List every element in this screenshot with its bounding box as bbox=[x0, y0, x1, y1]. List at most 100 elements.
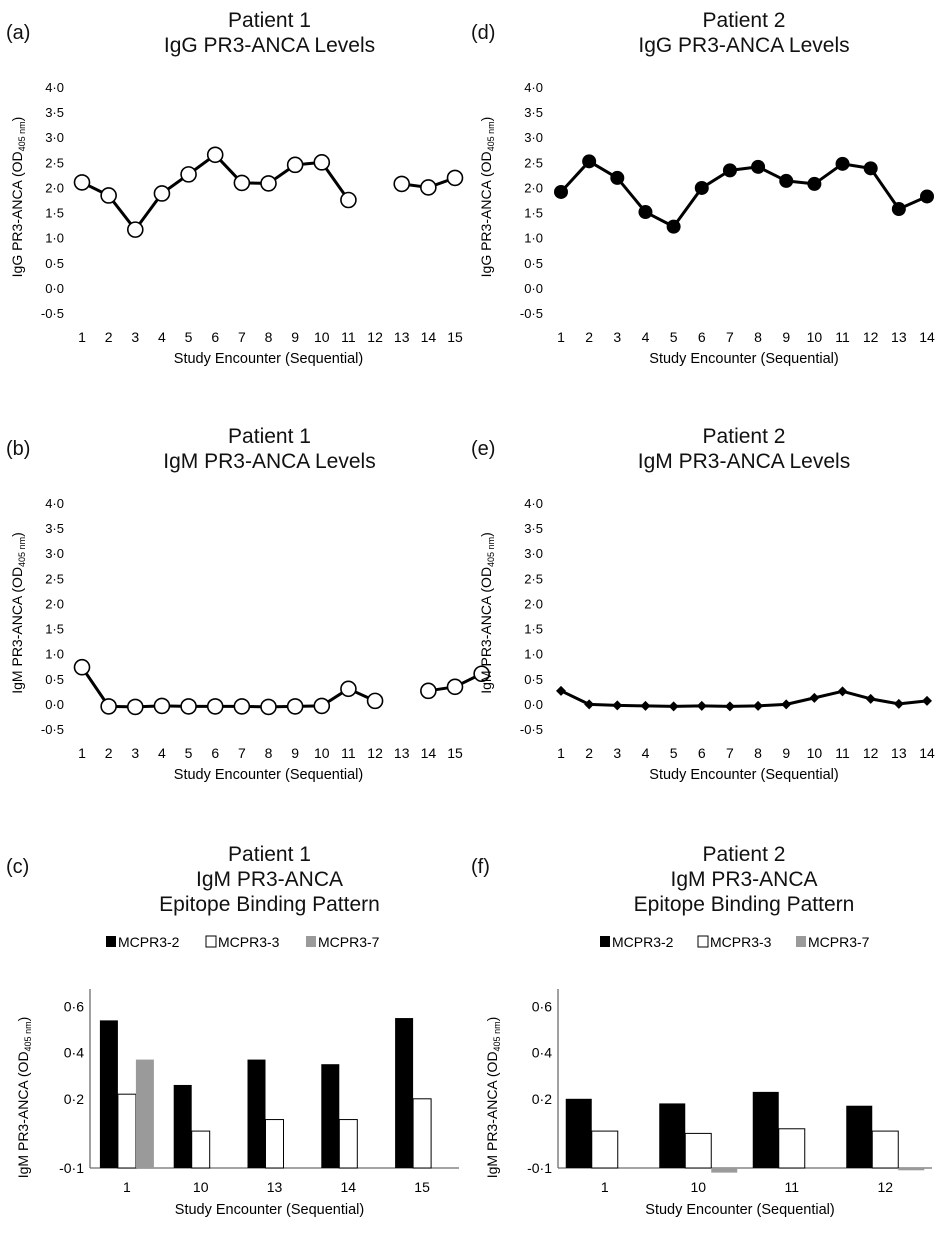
bar bbox=[265, 1119, 284, 1169]
x-tick-label: 5 bbox=[670, 329, 678, 345]
x-tick-label: 8 bbox=[265, 329, 273, 345]
y-tick-label: 0·0 bbox=[524, 281, 543, 296]
y-tick-label: 3·0 bbox=[45, 546, 64, 561]
y-tick-label: 4·0 bbox=[524, 496, 543, 511]
data-point bbox=[420, 179, 437, 196]
y-tick-label: 3·5 bbox=[45, 521, 64, 536]
x-tick-label: 8 bbox=[754, 745, 762, 761]
x-tick-label: 13 bbox=[891, 329, 907, 345]
x-tick-label: 7 bbox=[238, 329, 246, 345]
y-axis-label-subscript: 405 nm bbox=[486, 537, 496, 567]
y-axis-label-main: IgM PR3-ANCA (OD bbox=[15, 1051, 31, 1178]
bar bbox=[846, 1105, 873, 1168]
data-point bbox=[694, 180, 709, 195]
x-tick-label: 3 bbox=[613, 745, 621, 761]
line-chart: -0·50·00·51·01·52·02·53·03·54·01 2 3 4 5 6 7 8 9… bbox=[9, 80, 464, 367]
x-axis-label: Study Encounter (Sequential) bbox=[649, 767, 838, 783]
y-tick-label: 0·0 bbox=[45, 697, 64, 712]
data-point bbox=[473, 665, 490, 683]
data-point bbox=[313, 154, 331, 171]
y-tick-label: 1·0 bbox=[524, 231, 543, 246]
data-point bbox=[420, 682, 437, 700]
bar bbox=[684, 1132, 712, 1169]
y-axis-label-main: IgG PR3-ANCA (OD bbox=[9, 151, 25, 277]
legend-swatch bbox=[600, 936, 610, 947]
bar bbox=[135, 1059, 154, 1168]
x-tick-label: 4 bbox=[642, 745, 650, 761]
data-point bbox=[584, 699, 595, 710]
y-axis-label-end: ) bbox=[9, 117, 25, 122]
bar-chart: -0·1 0·2 0·4 0·6 MCPR3-2 MCPR3-3 MCPR3-7 1 10 11 1… bbox=[484, 934, 932, 1218]
y-axis-label-subscript: 405 nm bbox=[486, 121, 496, 151]
data-point bbox=[554, 184, 568, 199]
legend-label: MCPR3-7 bbox=[318, 934, 380, 950]
y-tick-label: 2·5 bbox=[524, 571, 543, 586]
x-tick-label: 12 bbox=[877, 1179, 893, 1195]
legend-swatch bbox=[106, 936, 116, 947]
y-tick-label: -0·1 bbox=[527, 1160, 552, 1176]
x-tick-label: 5 bbox=[185, 745, 193, 761]
y-axis-label: IgM PR3-ANCA (OD405 nm) bbox=[478, 532, 496, 694]
data-point bbox=[837, 686, 848, 697]
chart-title-line: Epitope Binding Pattern bbox=[633, 893, 855, 916]
x-axis-label: Study Encounter (Sequential) bbox=[645, 1202, 834, 1218]
x-tick-label: 11 bbox=[341, 329, 356, 345]
y-tick-label: 2·0 bbox=[45, 596, 64, 611]
y-tick-label: 3·0 bbox=[524, 546, 543, 561]
data-point bbox=[313, 697, 331, 715]
y-tick-label: 2·5 bbox=[45, 155, 64, 170]
data-point bbox=[340, 191, 357, 209]
chart-title: Patient 2 IgM PR3-ANCA Levels bbox=[549, 424, 939, 474]
data-point bbox=[100, 698, 117, 715]
x-tick-label: 6 bbox=[698, 745, 706, 761]
x-tick-label: 12 bbox=[367, 329, 383, 345]
y-axis-label: IgM PR3-ANCA (OD405 nm) bbox=[9, 532, 27, 694]
chart-title-line: IgG PR3-ANCA Levels bbox=[638, 34, 850, 57]
y-tick-label: 4·0 bbox=[45, 496, 64, 511]
y-tick-label: 0·6 bbox=[64, 999, 84, 1015]
chart-title-line: Patient 2 bbox=[702, 843, 786, 866]
data-point bbox=[696, 700, 707, 711]
panel-d: (d) Patient 2 IgG PR3-ANCA Levels -0·5 0·… bbox=[469, 0, 939, 370]
x-axis-label: Study Encounter (Sequential) bbox=[175, 1202, 364, 1218]
y-axis-label-subscript: 405 nm bbox=[17, 121, 27, 151]
data-point bbox=[446, 169, 464, 187]
y-tick-label: 1·5 bbox=[524, 206, 543, 221]
x-tick-label: 14 bbox=[919, 745, 935, 761]
data-point bbox=[668, 701, 679, 712]
chart-title-line: Patient 2 bbox=[702, 9, 786, 32]
x-tick-label: 1 bbox=[78, 745, 86, 761]
data-point bbox=[724, 701, 735, 712]
data-point bbox=[180, 166, 197, 183]
y-tick-label: 2·5 bbox=[524, 155, 543, 170]
y-axis-label-main: IgM PR3-ANCA (OD bbox=[9, 567, 25, 694]
x-tick-label: 3 bbox=[613, 329, 621, 345]
x-tick-label: 2 bbox=[105, 329, 113, 345]
bar bbox=[191, 1130, 211, 1169]
x-tick-label: 13 bbox=[267, 1179, 283, 1195]
y-tick-label: 1·5 bbox=[524, 622, 543, 637]
y-axis-label-end: ) bbox=[478, 532, 494, 537]
data-point bbox=[891, 202, 906, 217]
y-axis-label-end: ) bbox=[15, 1017, 31, 1022]
y-axis-label-end: ) bbox=[484, 1017, 500, 1022]
data-point bbox=[781, 699, 792, 710]
panel-a: (a) Patient 1 IgG PR3-ANCA Levels -0·5 0·… bbox=[0, 0, 469, 370]
chart-title-line: Patient 1 bbox=[228, 9, 311, 32]
x-tick-label: 1 bbox=[557, 745, 565, 761]
x-tick-label: 12 bbox=[367, 745, 383, 761]
data-point bbox=[809, 692, 820, 703]
panel-label: (a) bbox=[6, 22, 31, 44]
chart-title-line: Patient 1 bbox=[228, 425, 311, 448]
x-tick-label: 12 bbox=[863, 329, 879, 345]
data-point bbox=[610, 170, 625, 185]
bar bbox=[591, 1130, 619, 1169]
x-tick-label: 11 bbox=[341, 745, 356, 761]
x-tick-label: 7 bbox=[726, 745, 734, 761]
legend-swatch bbox=[205, 935, 217, 948]
y-tick-label: 3·5 bbox=[524, 521, 543, 536]
y-tick-label: 4·0 bbox=[45, 80, 64, 95]
bar bbox=[395, 1018, 414, 1168]
y-axis-label-subscript: 405 nm bbox=[492, 1021, 502, 1051]
x-tick-label: 13 bbox=[394, 329, 410, 345]
